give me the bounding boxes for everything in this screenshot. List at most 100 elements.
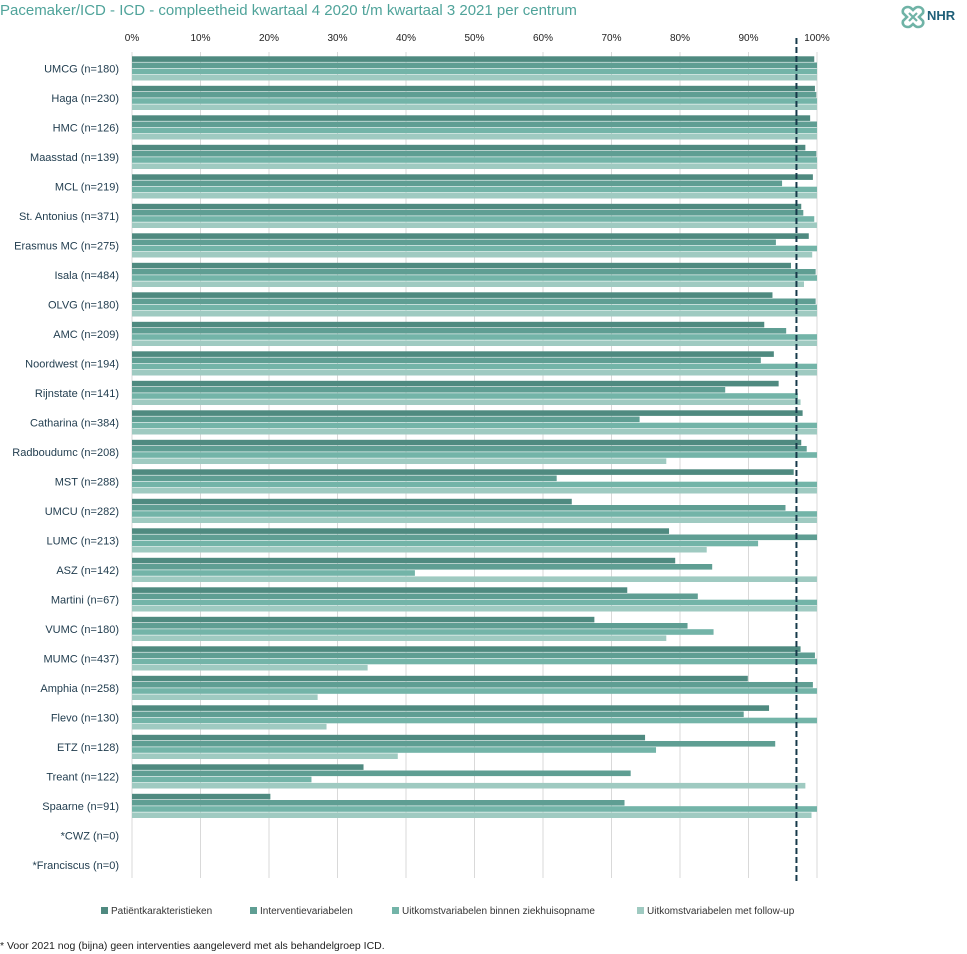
bar [132,498,572,505]
bar [132,321,765,328]
category-label: Radboudumc (n=208) [12,447,119,459]
bar [132,806,817,812]
x-tick-label: 50% [464,33,484,44]
legend-label: Interventievariabelen [260,906,353,917]
bar [132,275,817,281]
bar [132,753,398,759]
bar [132,281,804,287]
bar [132,675,748,682]
bar [132,682,813,688]
bar [132,304,817,311]
category-label: *Franciscus (n=0) [32,860,119,872]
legend-label: Uitkomstvariabelen met follow-up [647,906,795,917]
bar [132,717,817,724]
bar [132,800,625,806]
bar [132,251,813,258]
bar [132,646,801,652]
bar [132,734,646,741]
category-label: ASZ (n=142) [56,565,119,577]
x-tick-label: 100% [804,33,830,44]
bar [132,127,817,134]
bar [132,340,817,346]
bar [132,776,312,783]
bar [132,557,676,564]
bar [132,458,667,464]
x-tick-label: 60% [533,33,553,44]
bar [132,747,657,753]
bar [132,310,817,317]
bar [132,593,698,600]
bar [132,233,809,239]
bar [132,652,815,659]
bar [132,186,817,193]
bar [132,616,595,623]
bar [132,505,786,511]
bar [132,422,817,429]
bar [132,328,787,334]
category-label: UMCU (n=282) [45,506,119,518]
nhr-logo-icon [901,5,925,29]
bar [132,74,817,81]
bar [132,245,817,252]
bar [132,723,327,730]
bar [132,357,761,364]
bar [132,369,817,376]
bar [132,469,794,475]
bar [132,511,817,517]
bar [132,793,271,800]
category-label: *CWZ (n=0) [61,830,119,842]
bar [132,62,817,69]
bar [132,85,815,92]
bar [132,262,791,269]
category-label: HMC (n=126) [53,122,119,134]
bar [132,68,817,75]
legend-swatch [637,907,644,914]
bar [132,92,817,98]
bar [132,705,770,711]
bar [132,635,667,641]
x-tick-label: 80% [670,33,690,44]
bar [132,546,707,553]
bar [132,192,817,199]
category-label: Martini (n=67) [51,594,119,606]
bar [132,334,817,340]
bar [132,439,802,446]
bar [132,487,817,494]
bar [132,380,779,387]
bar [132,363,817,370]
category-label: MST (n=288) [55,476,119,488]
bar [132,222,817,228]
bar [132,174,813,180]
category-label: Isala (n=484) [54,270,119,282]
bar [132,623,688,629]
logo-text: NHR [927,8,956,23]
bar [132,599,817,606]
x-tick-label: 30% [327,33,347,44]
bar [132,269,816,275]
category-label: MUMC (n=437) [44,653,120,665]
legend-swatch [101,907,108,914]
bar [132,446,807,452]
category-label: UMCG (n=180) [44,63,119,75]
bar [132,570,415,576]
bar [132,481,817,488]
category-label: VUMC (n=180) [45,624,119,636]
bar [132,658,817,665]
bar [132,694,318,700]
bar [132,770,631,777]
bar [132,605,817,612]
bar [132,56,815,62]
bar [132,452,817,458]
x-tick-label: 40% [396,33,416,44]
bar [132,399,801,405]
legend-label: Patiëntkarakteristieken [111,906,212,917]
bar [132,764,364,770]
bar [132,475,557,482]
bar [132,180,783,187]
bar [132,528,670,534]
chart-title: Pacemaker/ICD - ICD - compleetheid kwart… [0,2,577,19]
x-tick-label: 70% [601,33,621,44]
bar [132,216,815,222]
category-label: Spaarne (n=91) [42,801,119,813]
